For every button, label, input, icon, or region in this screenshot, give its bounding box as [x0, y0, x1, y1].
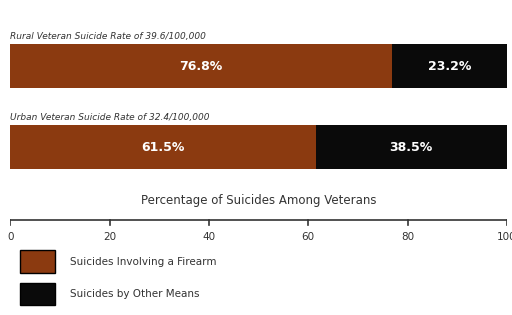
Text: 40: 40 — [202, 232, 216, 242]
Text: Suicides Involving a Firearm: Suicides Involving a Firearm — [70, 257, 217, 267]
Bar — [10, 125, 316, 169]
Text: 0: 0 — [7, 232, 13, 242]
Text: 76.8%: 76.8% — [179, 60, 223, 73]
FancyBboxPatch shape — [20, 283, 55, 306]
Text: 60: 60 — [302, 232, 315, 242]
Text: 80: 80 — [401, 232, 414, 242]
Text: Suicides by Other Means: Suicides by Other Means — [70, 289, 199, 299]
Bar — [316, 125, 507, 169]
Text: 100: 100 — [497, 232, 512, 242]
Text: Rural Veteran Suicide Rate of 39.6/100,000: Rural Veteran Suicide Rate of 39.6/100,0… — [10, 32, 206, 41]
Bar — [10, 44, 392, 89]
Text: 23.2%: 23.2% — [428, 60, 471, 73]
FancyBboxPatch shape — [20, 250, 55, 273]
Text: Percentage of Suicides Among Veterans: Percentage of Suicides Among Veterans — [141, 194, 376, 207]
Text: 38.5%: 38.5% — [390, 140, 433, 154]
Text: Urban Veteran Suicide Rate of 32.4/100,000: Urban Veteran Suicide Rate of 32.4/100,0… — [10, 112, 210, 122]
Text: 20: 20 — [103, 232, 116, 242]
Text: 61.5%: 61.5% — [141, 140, 185, 154]
Bar — [392, 44, 507, 89]
